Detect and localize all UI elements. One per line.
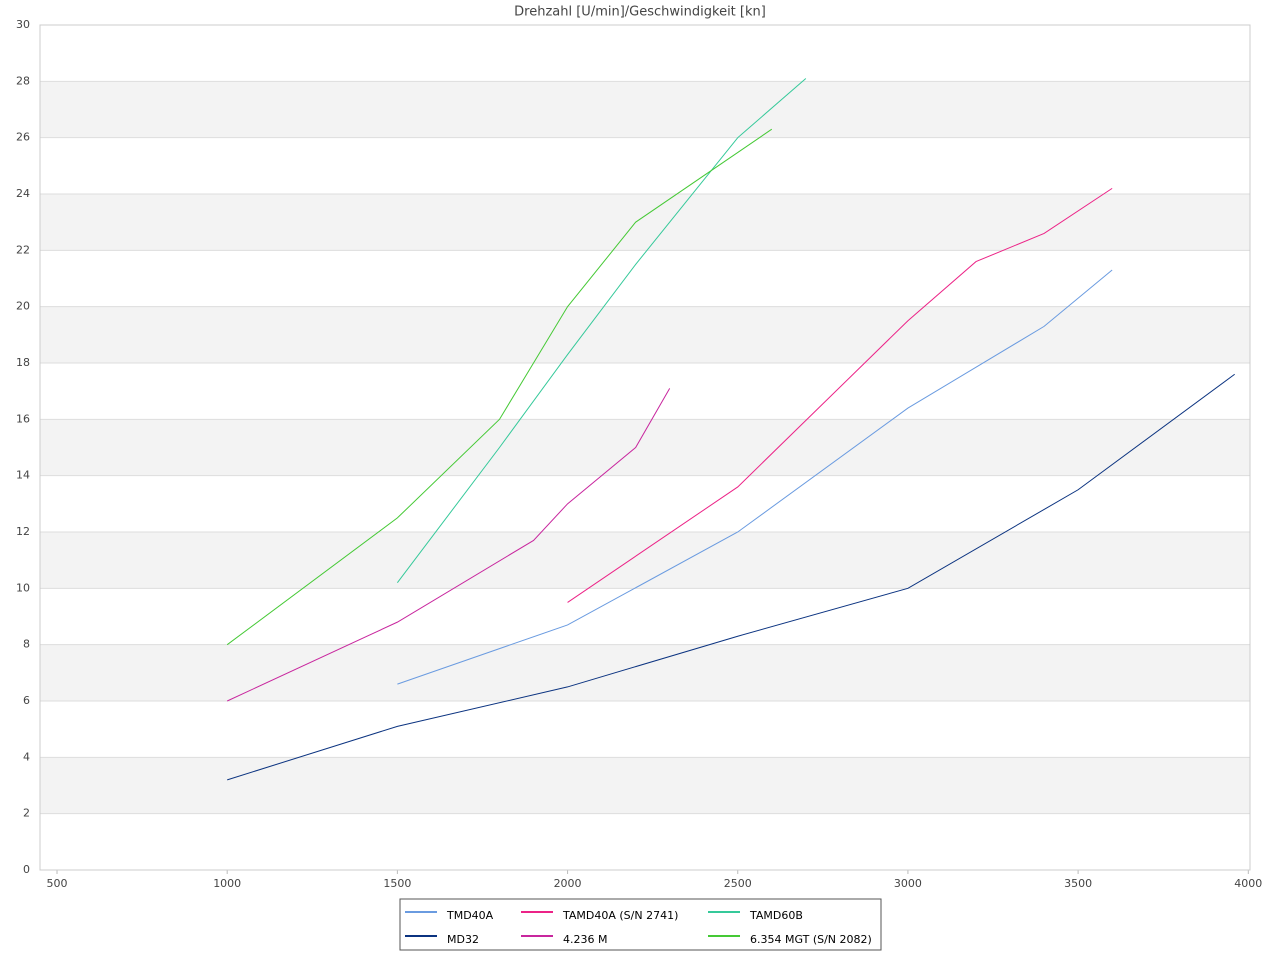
legend-box [399,898,882,951]
y-tick-label: 20 [16,300,30,313]
grid-band [40,644,1250,701]
series-line [226,388,671,702]
x-tick-label: 1000 [213,877,241,890]
y-tick-label: 26 [16,131,30,144]
series-line [226,128,773,646]
y-tick-label: 14 [16,469,30,482]
y-tick-label: 6 [23,694,30,707]
grid-band [40,419,1250,476]
y-tick-label: 2 [23,807,30,820]
legend-label: 4.236 M [563,933,607,946]
y-tick-label: 18 [16,356,30,369]
y-tick-label: 0 [23,863,30,876]
y-tick-label: 16 [16,412,30,425]
grid-band [40,757,1250,814]
legend-label: 6.354 MGT (S/N 2082) [750,933,872,946]
series-line [397,269,1113,685]
y-tick-label: 10 [16,581,30,594]
y-tick-label: 22 [16,243,30,256]
x-tick-label: 2500 [724,877,752,890]
x-tick-label: 3500 [1064,877,1092,890]
series-line [396,78,807,584]
legend-label: TMD40A [446,909,494,922]
grid-band [40,81,1250,138]
x-tick-label: 2000 [554,877,582,890]
x-tick-label: 1500 [383,877,411,890]
legend-label: TAMD60B [749,909,803,922]
series-line [227,373,1235,781]
y-tick-label: 12 [16,525,30,538]
y-tick-label: 24 [16,187,30,200]
y-tick-label: 8 [23,638,30,651]
plot-frame [39,24,1251,871]
x-tick-label: 500 [47,877,68,890]
chart-title: Drehzahl [U/min]/Geschwindigkeit [kn] [514,5,766,20]
grid-band [40,194,1250,251]
legend-label: TAMD40A (S/N 2741) [562,909,678,922]
grid-band [40,306,1250,363]
grid-band [40,532,1250,589]
x-tick-label: 4000 [1234,877,1262,890]
y-tick-label: 4 [23,750,30,763]
series-line [567,187,1113,603]
x-tick-label: 3000 [894,877,922,890]
y-tick-label: 28 [16,74,30,87]
y-tick-label: 30 [16,18,30,31]
legend-label: MD32 [447,933,479,946]
